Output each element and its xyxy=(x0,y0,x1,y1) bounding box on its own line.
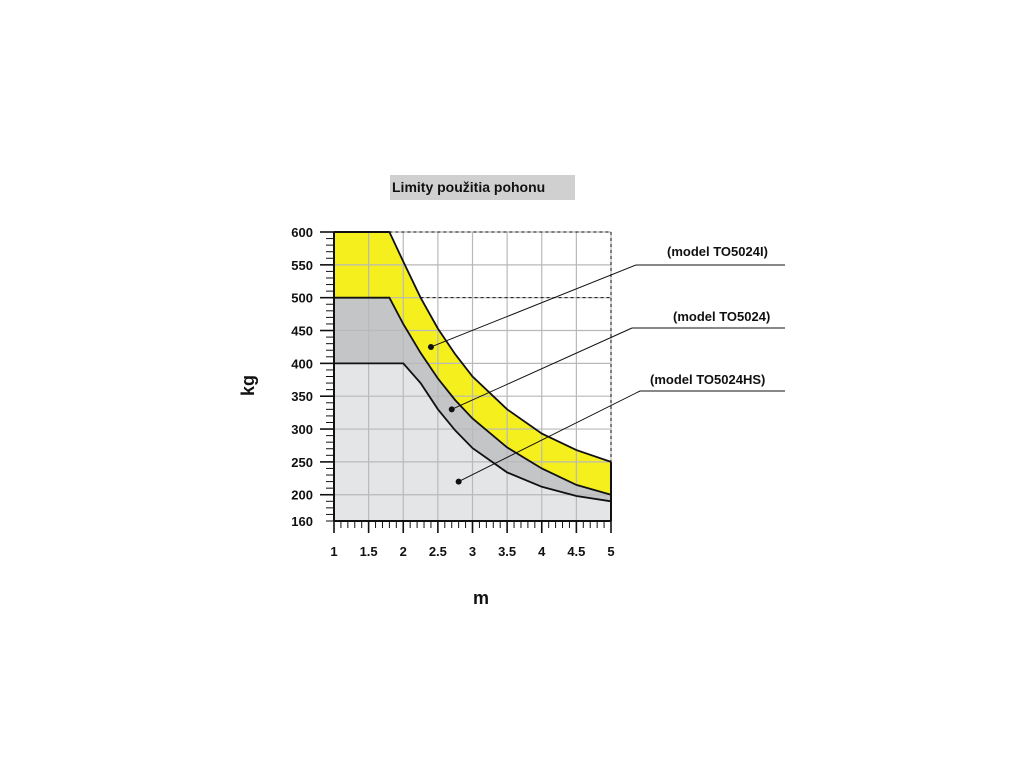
legend-label-to5024: (model TO5024) xyxy=(673,309,771,324)
chart-title: Limity použitia pohonu xyxy=(392,179,546,195)
y-tick-label: 550 xyxy=(291,258,313,273)
series-line-to5024hs xyxy=(334,362,612,503)
annotation-dot-to5024i xyxy=(427,343,434,350)
chart-title-background xyxy=(390,175,575,200)
y-tick-label: 500 xyxy=(291,291,313,306)
annotation-dot-to5024 xyxy=(448,406,455,413)
leader-line-to5024 xyxy=(451,327,633,410)
series-line-to5024 xyxy=(334,296,612,496)
x-axis-label: m xyxy=(473,588,490,608)
x-tick-label: 1 xyxy=(330,544,337,559)
annotation-dot-to5024hs xyxy=(455,478,462,485)
y-tick-label: 600 xyxy=(291,225,313,240)
series-line-to5024i xyxy=(334,231,612,463)
y-tick-label: 400 xyxy=(291,356,313,371)
x-tick-label: 4 xyxy=(538,544,546,559)
y-tick-label: 250 xyxy=(291,455,313,470)
x-tick-label: 2.5 xyxy=(429,544,447,559)
x-tick-label: 4.5 xyxy=(567,544,585,559)
x-tick-label: 3.5 xyxy=(498,544,516,559)
legend-label-to5024hs: (model TO5024HS) xyxy=(650,372,766,387)
x-tick-label: 2 xyxy=(400,544,407,559)
leader-line-to5024hs xyxy=(458,390,641,483)
y-tick-label: 450 xyxy=(291,324,313,339)
x-tick-label: 1.5 xyxy=(360,544,378,559)
y-tick-label: 300 xyxy=(291,422,313,437)
y-axis-label: kg xyxy=(238,374,259,397)
legend-label-to5024i: (model TO5024I) xyxy=(667,244,768,259)
leader-line-to5024i xyxy=(430,264,637,348)
y-tick-label: 160 xyxy=(291,514,313,529)
y-tick-label: 200 xyxy=(291,488,313,503)
y-tick-label: 350 xyxy=(291,389,313,404)
x-tick-label: 3 xyxy=(469,544,476,559)
x-tick-label: 5 xyxy=(607,544,614,559)
